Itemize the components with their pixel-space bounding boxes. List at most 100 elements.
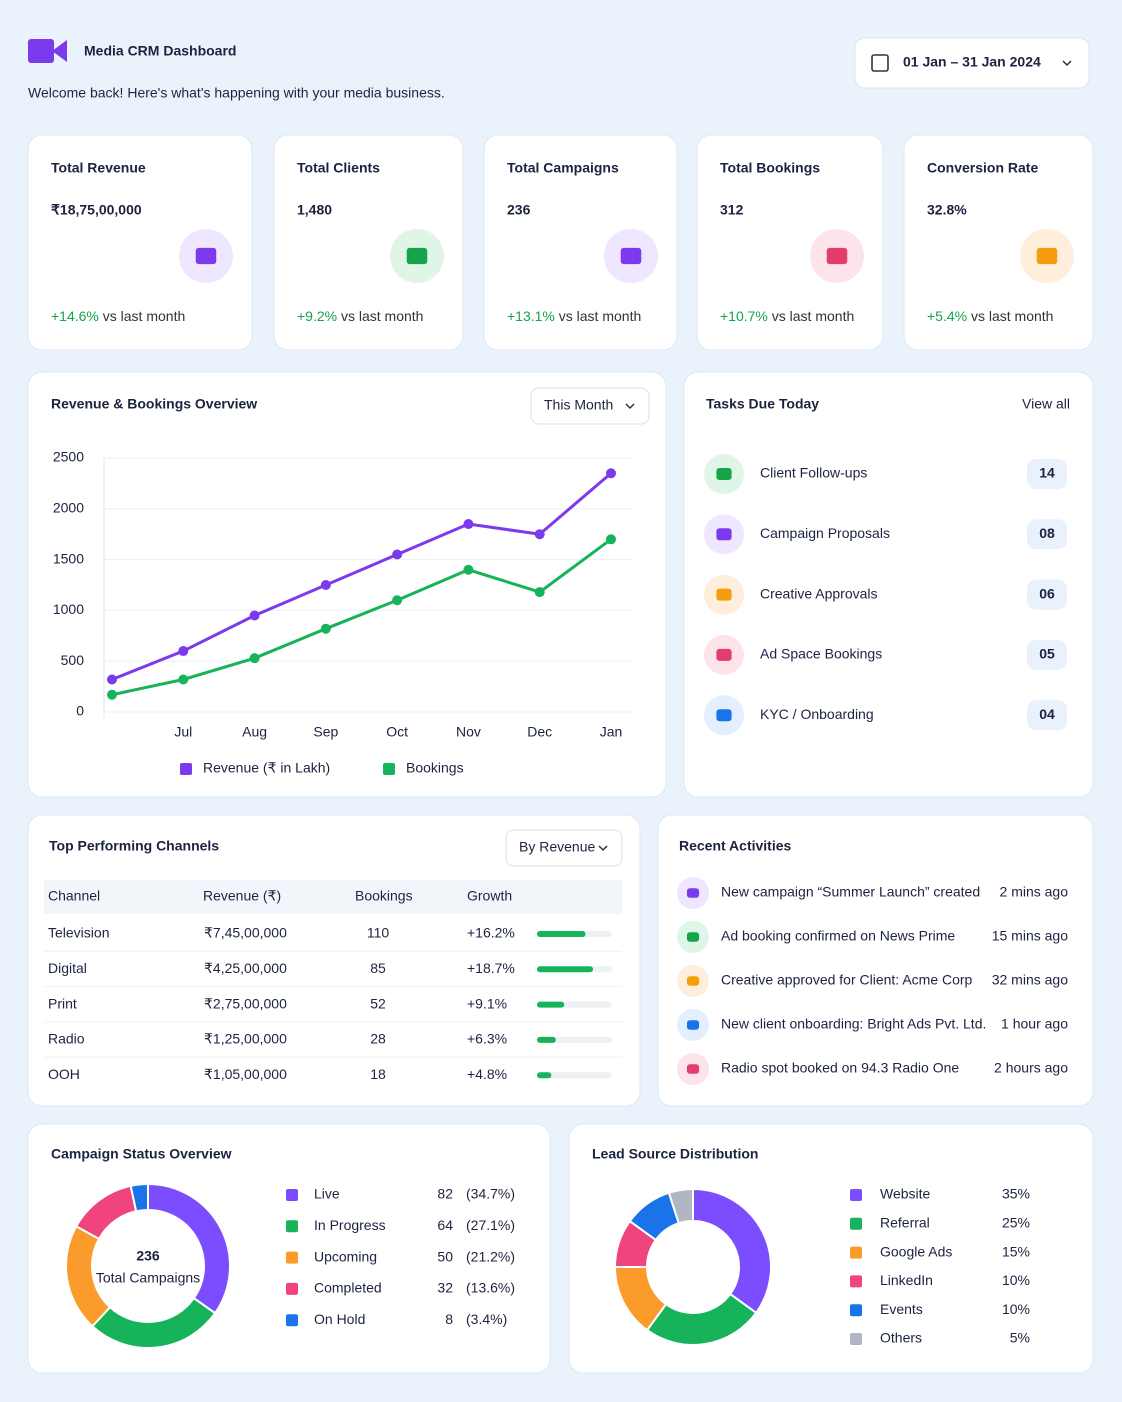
change-note: vs last month	[559, 308, 641, 324]
change-value: +10.7%	[720, 308, 768, 324]
icon	[686, 976, 700, 986]
badge	[1027, 519, 1067, 550]
kpi-change: +14.6% vs last month	[51, 308, 185, 324]
badge	[1027, 459, 1067, 489]
logo	[52, 40, 67, 62]
y-tick-label: 0	[76, 703, 84, 719]
x-tick-label: Aug	[242, 724, 267, 740]
activity-text: Radio spot booked on 94.3 Radio One	[721, 1060, 959, 1076]
chart-title: Lead Source Distribution	[592, 1146, 758, 1162]
point	[534, 587, 545, 598]
chevron	[598, 845, 608, 852]
icon	[406, 247, 428, 265]
kpi-value: ₹18,75,00,000	[51, 202, 142, 218]
cell: 85	[370, 960, 386, 976]
icon	[716, 648, 732, 661]
change-value: +13.1%	[507, 308, 555, 324]
point	[392, 549, 403, 560]
dropdown[interactable]	[505, 829, 623, 867]
cell: ₹4,25,00,000	[204, 960, 287, 976]
activity-time: 2 mins ago	[1000, 884, 1069, 900]
legend-label: In Progress	[314, 1217, 386, 1233]
legend-value: 5%	[1010, 1330, 1030, 1346]
kpi-change: +5.4% vs last month	[927, 308, 1053, 324]
legend-label: Revenue (₹ in Lakh)	[203, 760, 330, 776]
task-count: 08	[1039, 525, 1055, 541]
legend-label: Events	[880, 1301, 923, 1317]
point	[249, 653, 260, 664]
legend-share: (21.2%)	[466, 1248, 515, 1264]
kpi-value: 32.8%	[927, 202, 967, 218]
cell: +4.8%	[467, 1066, 507, 1082]
icon	[716, 528, 732, 541]
card	[27, 371, 667, 798]
legend-swatch	[286, 1220, 298, 1233]
date-picker[interactable]	[854, 37, 1090, 89]
legend-swatch	[286, 1314, 298, 1327]
kpi-change: +9.2% vs last month	[297, 308, 423, 324]
text: This Month	[544, 397, 613, 413]
task-label: Ad Space Bookings	[760, 646, 882, 662]
legend-label: Google Ads	[880, 1243, 952, 1259]
column-header: Channel	[48, 888, 100, 904]
x-tick-label: Jan	[600, 724, 623, 740]
icon	[195, 247, 217, 265]
task-count: 04	[1039, 706, 1055, 722]
task-label: Creative Approvals	[760, 585, 878, 601]
calendar-icon	[871, 54, 889, 72]
activity-text: New client onboarding: Bright Ads Pvt. L…	[721, 1016, 986, 1032]
change-note: vs last month	[341, 308, 423, 324]
kpi-value: 236	[507, 202, 531, 218]
change-note: vs last month	[103, 308, 185, 324]
legend-share: (27.1%)	[466, 1217, 515, 1233]
chart-title: Revenue & Bookings Overview	[51, 396, 257, 412]
center-value: 236	[136, 1248, 160, 1264]
legend-value: 10%	[1002, 1272, 1030, 1288]
date-range: 01 Jan – 31 Jan 2024	[903, 54, 1041, 70]
x-tick-label: Jul	[174, 724, 192, 740]
kpi-label: Total Clients	[297, 160, 380, 176]
bar	[537, 1001, 565, 1008]
legend-value: 82	[437, 1186, 453, 1202]
legend-share: (3.4%)	[466, 1311, 507, 1327]
legend-value: 25%	[1002, 1215, 1030, 1231]
legend-label: Upcoming	[314, 1248, 377, 1264]
point	[463, 519, 474, 530]
legend-label: Others	[880, 1330, 922, 1346]
legend-swatch	[850, 1275, 862, 1288]
point	[107, 674, 117, 685]
legend-swatch	[850, 1246, 862, 1259]
task-label: Client Follow-ups	[760, 465, 867, 481]
legend-swatch	[850, 1189, 862, 1201]
bar-track	[537, 1072, 612, 1079]
legend-swatch	[383, 763, 395, 775]
section-title: Top Performing Channels	[49, 838, 219, 854]
legend-label: Bookings	[406, 760, 464, 776]
cell: ₹1,25,00,000	[204, 1031, 287, 1047]
table-header	[44, 880, 622, 914]
task-count: 14	[1039, 465, 1055, 481]
point	[178, 674, 189, 685]
cell: OOH	[48, 1066, 80, 1082]
x-tick-label: Nov	[456, 724, 481, 740]
change-note: vs last month	[772, 308, 854, 324]
legend-label: Website	[880, 1186, 931, 1202]
point	[606, 468, 616, 479]
legend-label: Live	[314, 1186, 340, 1202]
legend-share: (13.6%)	[466, 1280, 515, 1296]
activity-text: Creative approved for Client: Acme Corp	[721, 972, 973, 988]
legend-share: (34.7%)	[466, 1186, 515, 1202]
slice	[667, 1187, 694, 1225]
change-value: +5.4%	[927, 308, 967, 324]
card	[568, 1123, 1094, 1374]
point	[320, 623, 331, 634]
activity-time: 15 mins ago	[992, 928, 1068, 944]
bar	[537, 931, 586, 937]
dropdown[interactable]	[530, 387, 650, 425]
slice	[692, 1187, 772, 1315]
legend-value: 35%	[1002, 1186, 1030, 1202]
line	[111, 472, 612, 681]
view-all[interactable]: View all	[1022, 396, 1070, 412]
cell: Television	[48, 925, 109, 941]
